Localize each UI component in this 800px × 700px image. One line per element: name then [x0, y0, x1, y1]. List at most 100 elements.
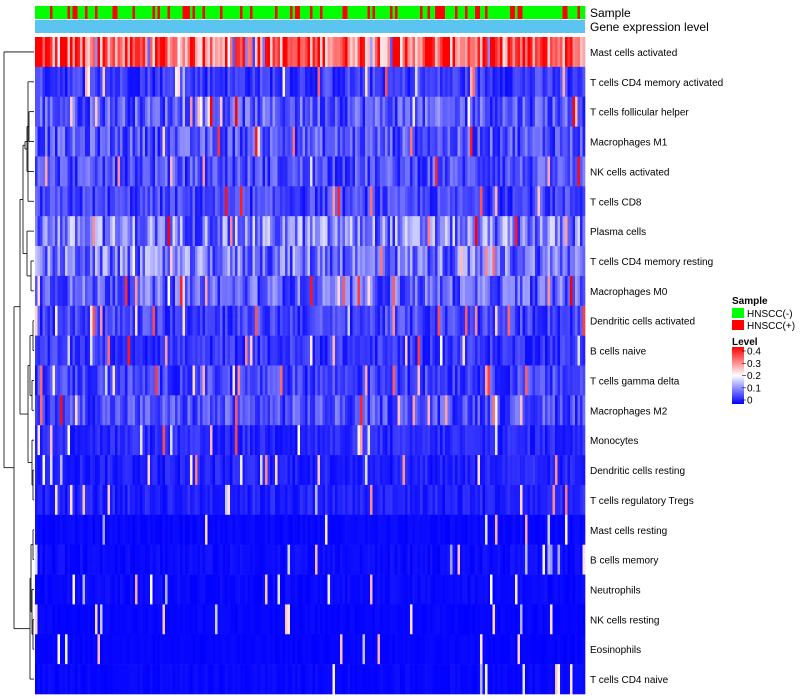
heatmap-cell — [385, 126, 388, 157]
heatmap-cell — [325, 156, 328, 187]
sample-annotation-cell — [505, 6, 508, 19]
heatmap-cell — [577, 604, 581, 635]
heatmap-cell — [372, 365, 376, 396]
heatmap-cell — [210, 604, 213, 635]
heatmap-cell — [557, 37, 561, 68]
heatmap-cell — [457, 395, 461, 426]
heatmap-cell — [55, 604, 58, 635]
heatmap-cell — [287, 365, 291, 396]
heatmap-cell — [72, 425, 76, 456]
heatmap-cell — [537, 37, 541, 68]
heatmap-cell — [350, 156, 353, 187]
heatmap-cell — [385, 514, 388, 545]
heatmap-cell — [250, 335, 253, 366]
heatmap-cell — [512, 126, 516, 157]
heatmap-cell — [67, 126, 71, 157]
heatmap-cell — [97, 604, 101, 635]
heatmap-cell — [505, 216, 508, 247]
heatmap-cell — [557, 365, 561, 396]
heatmap-cell — [347, 66, 351, 98]
heatmap-cell — [542, 216, 546, 247]
heatmap-cell — [337, 365, 341, 396]
heatmap-cell — [577, 66, 581, 98]
heatmap-cell — [407, 156, 411, 187]
heatmap-cell — [465, 335, 468, 366]
heatmap-cell — [160, 246, 163, 277]
heatmap-cell — [235, 275, 238, 307]
heatmap-cell — [350, 514, 353, 545]
heatmap-cell — [565, 216, 568, 247]
heatmap-cell — [367, 484, 371, 516]
heatmap-cell — [497, 395, 501, 426]
heatmap-cell — [35, 514, 38, 545]
heatmap-cell — [502, 425, 506, 456]
heatmap-cell — [200, 216, 203, 247]
heatmap-cell — [65, 37, 68, 68]
heatmap-cell — [92, 186, 96, 217]
heatmap-cell — [492, 156, 496, 187]
heatmap-cell — [410, 425, 413, 456]
heatmap-cell — [577, 335, 581, 366]
heatmap-cell — [470, 126, 473, 157]
heatmap-cell — [147, 544, 151, 575]
heatmap-cell — [302, 455, 306, 486]
heatmap-cell — [310, 216, 313, 247]
heatmap-cell — [185, 395, 188, 426]
heatmap-cell — [140, 305, 143, 336]
heatmap-cell — [417, 156, 421, 187]
heatmap-cell — [255, 66, 258, 98]
heatmap-cell — [407, 604, 411, 635]
heatmap-cell — [197, 365, 201, 396]
heatmap-cell — [455, 484, 458, 516]
heatmap-cell — [262, 216, 266, 247]
heatmap-cell — [132, 484, 136, 516]
heatmap-cell — [360, 484, 363, 516]
heatmap-cell — [232, 96, 236, 127]
heatmap-cell — [552, 604, 556, 635]
heatmap-cell — [397, 37, 401, 68]
heatmap-cell — [110, 305, 113, 336]
heatmap-cell — [382, 604, 386, 635]
heatmap-cell — [57, 96, 61, 127]
heatmap-cell — [307, 425, 311, 456]
heatmap-cell — [552, 216, 556, 247]
heatmap-cell — [322, 484, 326, 516]
heatmap-cell — [362, 275, 366, 307]
heatmap-cell — [100, 156, 103, 187]
heatmap-cell — [537, 305, 541, 336]
sample-annotation-cell — [392, 6, 396, 19]
heatmap-cell — [215, 126, 218, 157]
heatmap-cell — [45, 335, 48, 366]
heatmap-cell — [62, 96, 66, 127]
heatmap-cell — [520, 395, 523, 426]
heatmap-cell — [512, 156, 516, 187]
heatmap-cell — [555, 156, 558, 187]
heatmap-cell — [217, 574, 221, 605]
heatmap-cell — [100, 365, 103, 396]
heatmap-cell — [195, 425, 198, 456]
heatmap-cell — [170, 66, 173, 98]
heatmap-cell — [580, 186, 583, 217]
heatmap-cell — [117, 634, 121, 665]
heatmap-cell — [230, 156, 233, 187]
heatmap-cell — [350, 425, 353, 456]
heatmap-cell — [245, 216, 248, 247]
heatmap-cell — [192, 604, 196, 635]
heatmap-cell — [237, 664, 241, 695]
heatmap-cell — [195, 156, 198, 187]
heatmap-cell — [225, 216, 228, 247]
heatmap-cell — [187, 544, 191, 575]
heatmap-cell — [532, 275, 536, 307]
heatmap-cell — [287, 66, 291, 98]
heatmap-cell — [525, 275, 528, 307]
heatmap-cell — [475, 37, 478, 68]
heatmap-cell — [185, 514, 188, 545]
heatmap-cell — [350, 455, 353, 486]
heatmap-cell — [307, 484, 311, 516]
heatmap-cell — [330, 216, 333, 247]
heatmap-cell — [322, 335, 326, 366]
heatmap-cell — [390, 126, 393, 157]
heatmap-cell — [185, 484, 188, 516]
heatmap-cell — [160, 425, 163, 456]
heatmap-cell — [505, 425, 508, 456]
